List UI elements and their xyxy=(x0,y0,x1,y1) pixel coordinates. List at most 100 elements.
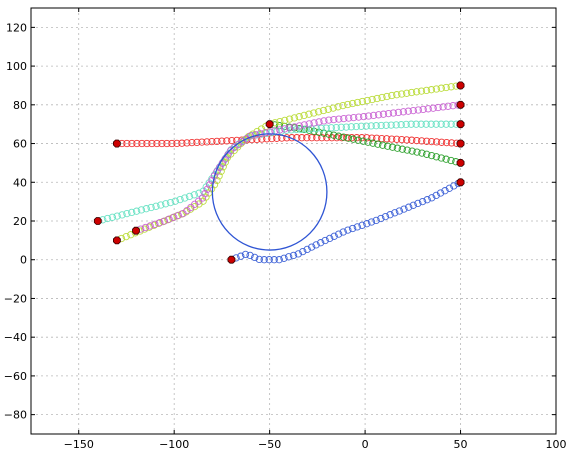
data-point xyxy=(285,253,293,261)
data-point xyxy=(377,121,385,130)
data-point xyxy=(324,105,332,113)
data-point xyxy=(389,109,398,117)
y-tick-label: 0 xyxy=(20,254,27,267)
data-point xyxy=(317,239,325,247)
data-point xyxy=(383,92,391,101)
data-point xyxy=(383,142,392,150)
data-point xyxy=(345,114,353,122)
data-point xyxy=(360,112,368,121)
data-point xyxy=(340,114,348,123)
data-point xyxy=(417,87,426,95)
data-point xyxy=(176,195,184,204)
y-tick-label: 60 xyxy=(13,138,27,151)
frame-layer xyxy=(30,7,557,435)
data-point xyxy=(398,145,406,153)
data-point xyxy=(357,122,365,130)
series-magenta xyxy=(132,101,462,235)
data-point xyxy=(290,123,299,131)
data-point xyxy=(276,117,284,126)
data-point xyxy=(319,106,328,115)
data-point xyxy=(208,137,216,146)
data-point xyxy=(290,114,299,122)
data-point xyxy=(113,212,121,220)
data-point xyxy=(168,139,176,148)
data-point xyxy=(317,124,325,132)
data-point xyxy=(450,182,458,190)
x-tick-label: 50 xyxy=(454,438,468,451)
data-point xyxy=(165,215,173,223)
x-tick-label: −50 xyxy=(258,438,281,451)
data-point xyxy=(246,251,254,260)
data-point xyxy=(362,122,370,130)
data-point xyxy=(325,116,333,124)
circle-path xyxy=(211,133,328,251)
data-point xyxy=(299,247,307,256)
data-point xyxy=(253,135,261,144)
data-point xyxy=(409,106,417,115)
data-point xyxy=(173,139,181,148)
data-point xyxy=(103,214,112,223)
data-point xyxy=(413,148,421,156)
data-point xyxy=(158,139,166,148)
data-point xyxy=(386,211,394,219)
data-point xyxy=(308,243,316,251)
data-point xyxy=(384,109,393,118)
data-point xyxy=(108,213,117,221)
data-point xyxy=(442,83,450,92)
data-point xyxy=(403,146,411,154)
data-point xyxy=(208,176,216,185)
data-point xyxy=(417,120,425,128)
series-green xyxy=(265,120,460,166)
data-point xyxy=(241,250,250,259)
data-point xyxy=(353,98,362,107)
data-point xyxy=(217,167,225,175)
data-point xyxy=(372,216,380,225)
data-point xyxy=(418,137,426,145)
data-point xyxy=(349,135,357,143)
data-point xyxy=(335,230,343,238)
data-point xyxy=(128,208,136,217)
data-point xyxy=(314,108,323,116)
data-point xyxy=(344,226,352,234)
data-point xyxy=(388,143,397,151)
data-point xyxy=(382,121,390,129)
data-point xyxy=(344,134,353,142)
data-point xyxy=(398,135,406,144)
data-point xyxy=(393,135,401,143)
data-point xyxy=(437,84,445,92)
data-point xyxy=(198,138,206,146)
data-point xyxy=(193,138,201,147)
data-point xyxy=(449,102,457,110)
data-point xyxy=(374,140,382,148)
data-point xyxy=(404,107,412,115)
data-point xyxy=(447,120,455,128)
series-layer xyxy=(94,82,462,264)
data-point xyxy=(429,104,437,112)
data-point xyxy=(137,206,146,214)
data-point xyxy=(285,115,294,123)
data-point xyxy=(310,109,318,117)
data-point xyxy=(445,184,454,192)
data-point xyxy=(368,95,376,104)
data-point xyxy=(335,115,343,123)
data-point xyxy=(325,130,333,138)
data-point xyxy=(432,191,440,200)
data-point xyxy=(348,99,357,108)
data-point xyxy=(437,120,445,128)
data-point xyxy=(151,220,159,228)
data-point xyxy=(353,223,361,231)
data-point xyxy=(219,163,227,171)
data-point xyxy=(145,223,153,231)
data-point xyxy=(276,126,284,134)
data-point xyxy=(122,232,130,241)
data-point xyxy=(400,205,408,213)
data-point xyxy=(408,147,416,155)
data-point xyxy=(162,200,170,208)
data-point xyxy=(198,194,207,202)
data-point xyxy=(348,224,357,233)
endpoint-marker xyxy=(227,255,236,264)
data-point xyxy=(418,197,427,206)
